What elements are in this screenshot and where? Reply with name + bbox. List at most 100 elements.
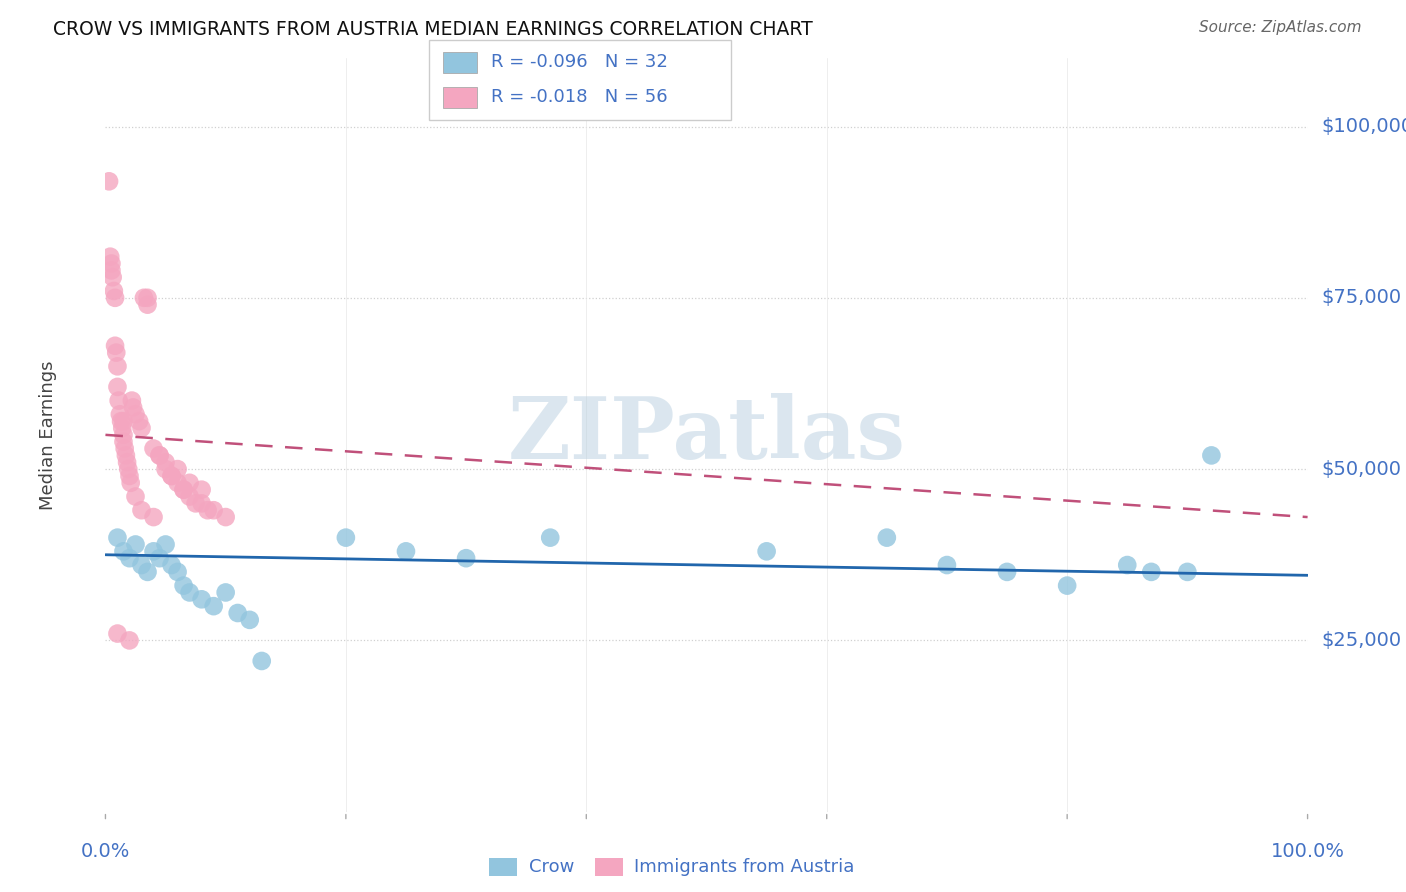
- Point: [124, 490, 146, 504]
- Point: [98, 174, 121, 188]
- Point: [173, 483, 195, 497]
- Point: [395, 544, 418, 558]
- Point: [118, 633, 141, 648]
- Point: [538, 531, 561, 545]
- Point: [226, 606, 249, 620]
- Text: CROW VS IMMIGRANTS FROM AUSTRIA MEDIAN EARNINGS CORRELATION CHART: CROW VS IMMIGRANTS FROM AUSTRIA MEDIAN E…: [53, 20, 813, 38]
- Text: $25,000: $25,000: [1322, 631, 1402, 650]
- Text: R = -0.018   N = 56: R = -0.018 N = 56: [491, 88, 668, 106]
- Point: [136, 298, 159, 312]
- Point: [166, 565, 188, 579]
- Point: [214, 510, 236, 524]
- Point: [155, 462, 177, 476]
- Point: [115, 449, 138, 463]
- Point: [239, 613, 262, 627]
- Point: [112, 428, 135, 442]
- Text: 0.0%: 0.0%: [80, 842, 131, 862]
- Point: [100, 263, 122, 277]
- Point: [876, 531, 898, 545]
- Point: [142, 442, 165, 456]
- Point: [1140, 565, 1163, 579]
- Point: [936, 558, 959, 572]
- Point: [117, 462, 139, 476]
- Point: [1175, 565, 1198, 579]
- Point: [112, 544, 135, 558]
- Point: [142, 510, 165, 524]
- Point: [105, 345, 128, 359]
- Point: [104, 339, 127, 353]
- Text: $50,000: $50,000: [1322, 459, 1402, 479]
- Point: [335, 531, 357, 545]
- Point: [98, 250, 121, 264]
- Point: [114, 442, 136, 456]
- Point: [118, 469, 141, 483]
- Point: [755, 544, 778, 558]
- Point: [128, 414, 150, 428]
- Point: [173, 483, 195, 497]
- Text: $100,000: $100,000: [1322, 117, 1406, 136]
- Point: [107, 626, 129, 640]
- Point: [110, 414, 132, 428]
- Point: [120, 475, 142, 490]
- Point: [190, 592, 212, 607]
- Text: Median Earnings: Median Earnings: [39, 360, 56, 509]
- Point: [136, 291, 159, 305]
- Point: [131, 558, 153, 572]
- Point: [179, 490, 201, 504]
- Point: [190, 483, 212, 497]
- Point: [112, 434, 135, 449]
- Point: [121, 393, 143, 408]
- Point: [142, 544, 165, 558]
- Point: [107, 359, 129, 374]
- Point: [197, 503, 219, 517]
- Point: [131, 421, 153, 435]
- Point: [179, 475, 201, 490]
- Point: [173, 579, 195, 593]
- Text: ZIPatlas: ZIPatlas: [508, 392, 905, 477]
- Point: [155, 455, 177, 469]
- Point: [179, 585, 201, 599]
- Text: Source: ZipAtlas.com: Source: ZipAtlas.com: [1198, 20, 1361, 35]
- Point: [214, 585, 236, 599]
- Point: [111, 421, 134, 435]
- Point: [155, 537, 177, 551]
- Text: $75,000: $75,000: [1322, 288, 1402, 308]
- Point: [118, 551, 141, 566]
- Point: [148, 551, 170, 566]
- Point: [160, 558, 183, 572]
- Point: [124, 537, 146, 551]
- Point: [202, 503, 225, 517]
- Text: Crow: Crow: [529, 858, 574, 876]
- Point: [103, 284, 125, 298]
- Point: [107, 380, 129, 394]
- Point: [202, 599, 225, 614]
- Point: [107, 393, 129, 408]
- Point: [250, 654, 273, 668]
- Point: [107, 531, 129, 545]
- Point: [132, 291, 155, 305]
- Point: [124, 407, 146, 421]
- Point: [148, 449, 170, 463]
- Point: [115, 455, 138, 469]
- Point: [1116, 558, 1139, 572]
- Text: Immigrants from Austria: Immigrants from Austria: [634, 858, 855, 876]
- Point: [184, 496, 207, 510]
- Point: [100, 256, 122, 270]
- Point: [1201, 449, 1223, 463]
- Text: R = -0.096   N = 32: R = -0.096 N = 32: [491, 54, 668, 71]
- Text: 100.0%: 100.0%: [1271, 842, 1344, 862]
- Point: [104, 291, 127, 305]
- Point: [166, 475, 188, 490]
- Point: [1056, 579, 1078, 593]
- Point: [108, 407, 131, 421]
- Point: [454, 551, 477, 566]
- Point: [160, 469, 183, 483]
- Point: [101, 270, 124, 285]
- Point: [190, 496, 212, 510]
- Point: [136, 565, 159, 579]
- Point: [160, 469, 183, 483]
- Point: [166, 462, 188, 476]
- Point: [131, 503, 153, 517]
- Point: [995, 565, 1018, 579]
- Point: [122, 401, 145, 415]
